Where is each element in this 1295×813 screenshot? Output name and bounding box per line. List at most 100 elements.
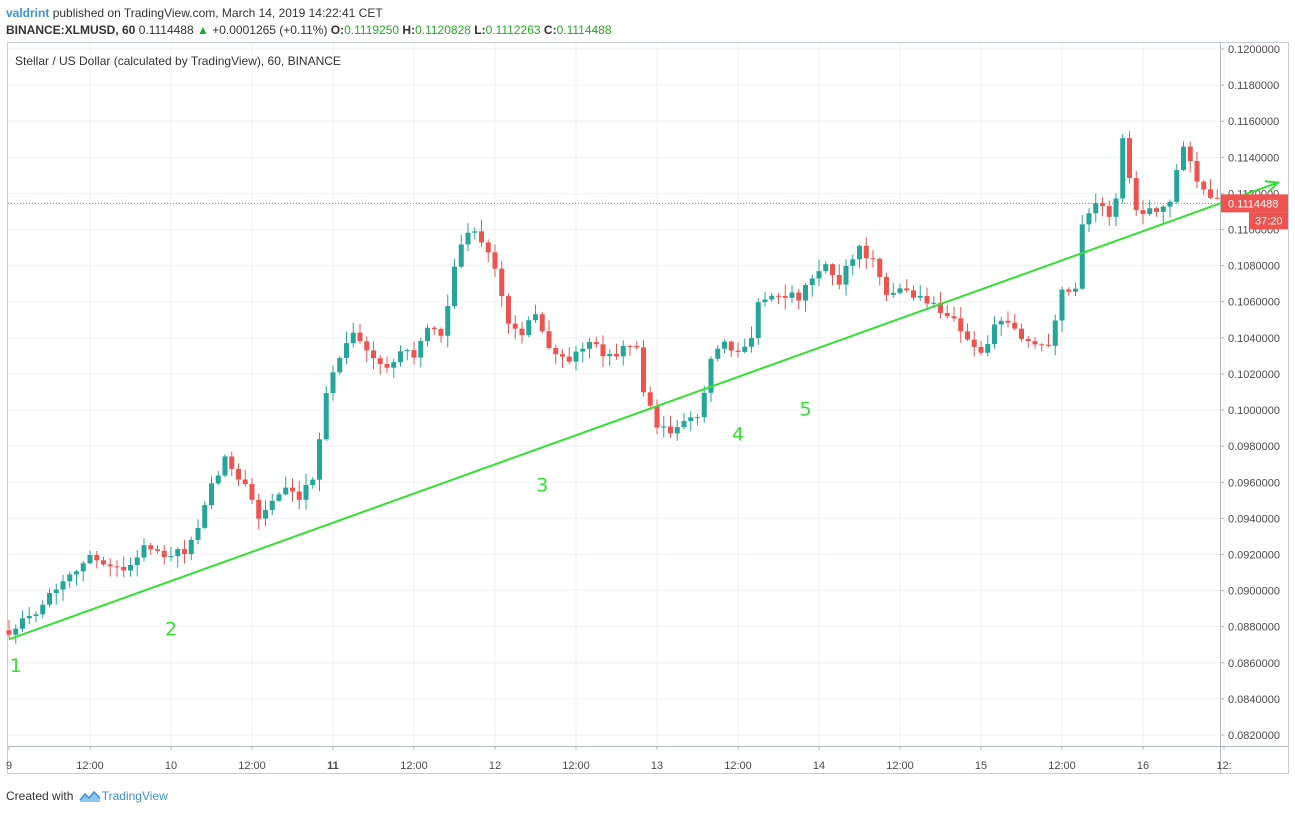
ohlc-bar: BINANCE:XLMUSD, 60 0.1114488 ▲ +0.000126… xyxy=(6,22,612,38)
candle xyxy=(1100,197,1105,217)
candle-body xyxy=(728,341,734,351)
candle-body xyxy=(904,288,910,291)
candle-body xyxy=(809,278,815,286)
candle-body xyxy=(404,350,410,352)
candle xyxy=(1073,282,1078,297)
footer: Created with TradingView xyxy=(6,788,168,804)
candle xyxy=(836,264,842,290)
candle xyxy=(1106,200,1112,226)
price-tick-label: 0.0940000 xyxy=(1228,513,1280,525)
candle-body xyxy=(1100,203,1105,207)
candle xyxy=(526,316,532,338)
candle-body xyxy=(236,468,241,480)
candle-body xyxy=(573,351,579,362)
candle-body xyxy=(431,327,437,330)
candle-body xyxy=(391,362,397,368)
candle xyxy=(209,476,214,510)
candle-body xyxy=(344,343,349,358)
candle xyxy=(924,287,930,310)
candle-body xyxy=(269,500,275,511)
wave-label-2: 2 xyxy=(165,619,177,641)
tradingview-link[interactable]: TradingView xyxy=(101,789,168,803)
candle-body xyxy=(512,323,518,329)
candle xyxy=(330,365,336,401)
candle xyxy=(20,610,25,632)
candle-body xyxy=(897,288,903,293)
candle-body xyxy=(647,392,653,406)
candle-body xyxy=(377,358,383,364)
candle-body xyxy=(776,295,781,297)
price-tick-label: 0.1140000 xyxy=(1228,152,1279,164)
candle xyxy=(33,611,39,623)
candle xyxy=(1059,286,1065,333)
candle xyxy=(364,336,370,363)
candle xyxy=(1174,164,1180,205)
candle xyxy=(1167,199,1173,218)
candle xyxy=(202,501,208,530)
author-name[interactable]: valdrint xyxy=(6,6,50,20)
countdown-label: 37:20 xyxy=(1255,215,1283,227)
candle-body xyxy=(924,295,930,304)
candle-body xyxy=(1059,289,1065,321)
candle xyxy=(600,335,606,367)
candle xyxy=(310,477,316,489)
candle xyxy=(195,519,201,545)
candle-body xyxy=(101,560,106,565)
price-tick-label: 0.1080000 xyxy=(1228,261,1280,273)
price-tick-label: 0.0920000 xyxy=(1228,549,1280,561)
candle-body xyxy=(681,421,687,428)
time-tick-label: 12:00 xyxy=(238,760,266,772)
candle-body xyxy=(87,555,93,564)
candle xyxy=(1005,311,1011,328)
candle xyxy=(870,249,876,268)
time-axis: 9 12:00 10 12:00 11 12:00 12 12:00 13 12:00 14 12:0… xyxy=(6,746,1232,772)
trendline-arrowhead xyxy=(1264,180,1281,193)
candle xyxy=(283,476,289,496)
wave-labels: 1 2 3 4 5 xyxy=(10,398,812,676)
candle-body xyxy=(917,295,923,298)
candle-body xyxy=(1073,288,1078,292)
candle-body xyxy=(249,484,255,500)
candle xyxy=(627,344,633,356)
candle-body xyxy=(519,328,525,336)
candle-body xyxy=(539,314,545,332)
trendline[interactable] xyxy=(8,180,1281,641)
candle-body xyxy=(580,348,586,352)
price-tick-label: 0.0840000 xyxy=(1228,694,1280,706)
candle xyxy=(985,335,991,357)
candle-body xyxy=(350,332,356,344)
candle xyxy=(911,285,916,301)
candle xyxy=(566,347,572,365)
candle xyxy=(175,547,181,568)
candle xyxy=(128,557,133,577)
candle-body xyxy=(479,231,484,243)
candle xyxy=(344,331,349,365)
candle xyxy=(114,560,120,577)
candle-body xyxy=(911,290,916,298)
candle-body xyxy=(1039,344,1045,346)
candle-body xyxy=(472,231,478,233)
publish-info: valdrint published on TradingView.com, M… xyxy=(6,5,383,21)
candle xyxy=(816,259,822,287)
low-label: L: xyxy=(474,23,486,37)
time-tick-label: 12:00 xyxy=(1048,760,1076,772)
candle xyxy=(519,321,525,344)
candle xyxy=(13,624,19,644)
candle xyxy=(580,342,586,363)
candle-body xyxy=(1066,289,1072,292)
candle-body xyxy=(1113,198,1119,217)
time-tick-label: 15 xyxy=(975,760,987,772)
candle xyxy=(809,274,815,297)
candle-body xyxy=(1214,197,1220,199)
trendline-segment[interactable] xyxy=(8,181,1279,641)
candle-body xyxy=(951,316,957,319)
candle-body xyxy=(1032,341,1038,345)
candle xyxy=(1019,323,1024,342)
candle-body xyxy=(1194,161,1200,182)
last-price-label: 0.1114488 xyxy=(1228,198,1278,210)
candle-body xyxy=(6,630,12,635)
candle xyxy=(553,344,559,364)
candle-body xyxy=(1160,206,1166,212)
candle xyxy=(134,549,140,577)
